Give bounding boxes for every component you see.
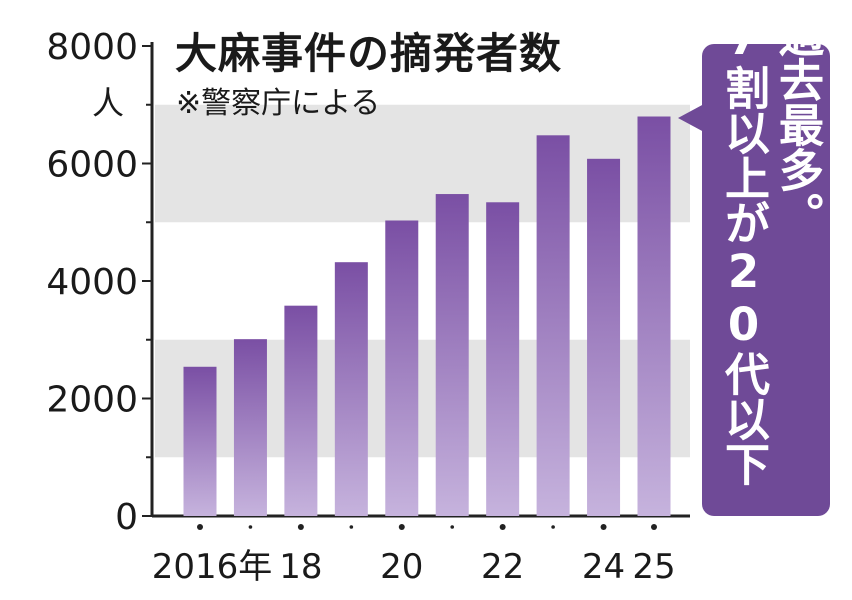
- axis-labels: 0 2000 4000 6000 8000 2016年 18 20 22 24 25: [46, 27, 675, 587]
- bar-2022: [486, 202, 520, 516]
- x-tick-dot: [651, 524, 657, 530]
- x-tick-dot: [600, 524, 607, 530]
- y-tick-label: 0: [115, 497, 138, 538]
- annotation-callout: [702, 44, 830, 516]
- y-tick-label: 2000: [46, 380, 138, 421]
- chart-subtitle: ※警察庁による: [176, 86, 381, 121]
- x-tick-dot: [499, 524, 506, 530]
- y-axis-unit: 人: [92, 84, 125, 122]
- x-tick-label: 18: [279, 547, 322, 587]
- x-tick-label: 2016年: [152, 547, 273, 587]
- bar-2021: [435, 194, 469, 517]
- y-tick-label: 4000: [46, 262, 138, 303]
- x-tick-label: 24: [582, 547, 625, 587]
- x-tick-dot: [197, 524, 203, 530]
- chart-title: 大麻事件の摘発者数: [175, 29, 563, 78]
- bar-2019: [334, 262, 368, 516]
- annotation-line-2: 7割以上が20代以下: [717, 12, 770, 486]
- bar-2023: [536, 135, 570, 517]
- bars: [183, 116, 671, 530]
- bar-2018: [284, 305, 318, 516]
- x-tick-dot: [398, 524, 405, 530]
- bar-2025: [637, 116, 671, 516]
- bar-2024: [587, 158, 621, 517]
- x-tick-label: 22: [481, 547, 524, 587]
- x-tick-dot: [349, 525, 354, 529]
- x-tick-dot: [248, 525, 253, 529]
- x-tick-label: 20: [380, 547, 423, 587]
- x-tick-dot: [297, 524, 304, 530]
- annotation-line-1: 過去最多。: [771, 12, 824, 237]
- x-tick-dot: [450, 525, 455, 529]
- bar-2020: [385, 220, 419, 517]
- y-tick-label: 6000: [46, 145, 138, 186]
- bar-2017: [233, 339, 267, 516]
- x-tick-label: 25: [632, 547, 675, 587]
- x-tick-dot: [551, 525, 555, 529]
- callout-pointer: [678, 104, 704, 132]
- bar-2016: [183, 366, 217, 516]
- y-tick-label: 8000: [46, 27, 138, 68]
